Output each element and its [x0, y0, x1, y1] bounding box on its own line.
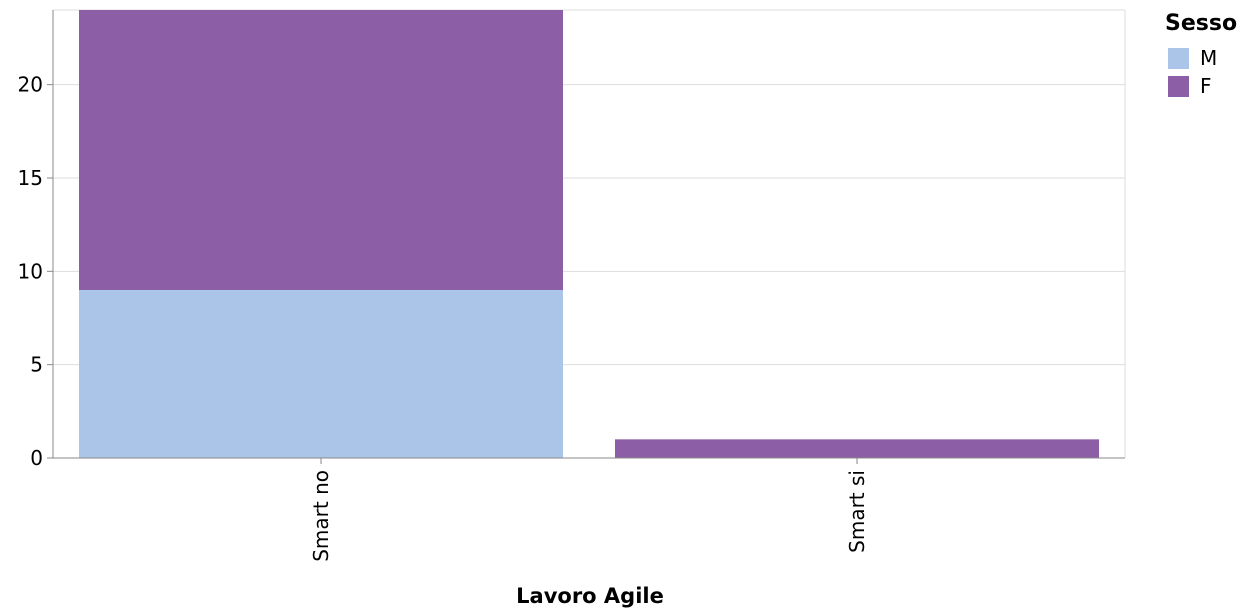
- legend[interactable]: Sesso MF: [1165, 11, 1237, 98]
- bar-M-0[interactable]: [79, 290, 563, 458]
- bars: [79, 10, 1099, 458]
- x-axis-ticks: Smart no Smart si: [309, 458, 869, 562]
- x-tick-label: Smart si: [845, 470, 869, 553]
- legend-swatch-M: [1168, 48, 1189, 69]
- legend-label-F: F: [1200, 74, 1212, 98]
- y-tick-label: 20: [18, 73, 43, 97]
- y-tick-label: 15: [18, 166, 43, 190]
- y-tick-label: 5: [30, 353, 43, 377]
- y-axis-ticks: 0 5 10 15 20: [18, 73, 53, 470]
- x-axis-title: Lavoro Agile: [516, 584, 664, 608]
- y-tick-label: 10: [18, 259, 43, 283]
- bar-F-0[interactable]: [79, 10, 563, 290]
- legend-label-M: M: [1200, 46, 1217, 70]
- y-tick-label: 0: [30, 446, 43, 470]
- legend-title: Sesso: [1165, 11, 1237, 36]
- legend-swatch-F: [1168, 76, 1189, 97]
- x-tick-label: Smart no: [309, 470, 333, 562]
- bar-F-1[interactable]: [615, 439, 1099, 458]
